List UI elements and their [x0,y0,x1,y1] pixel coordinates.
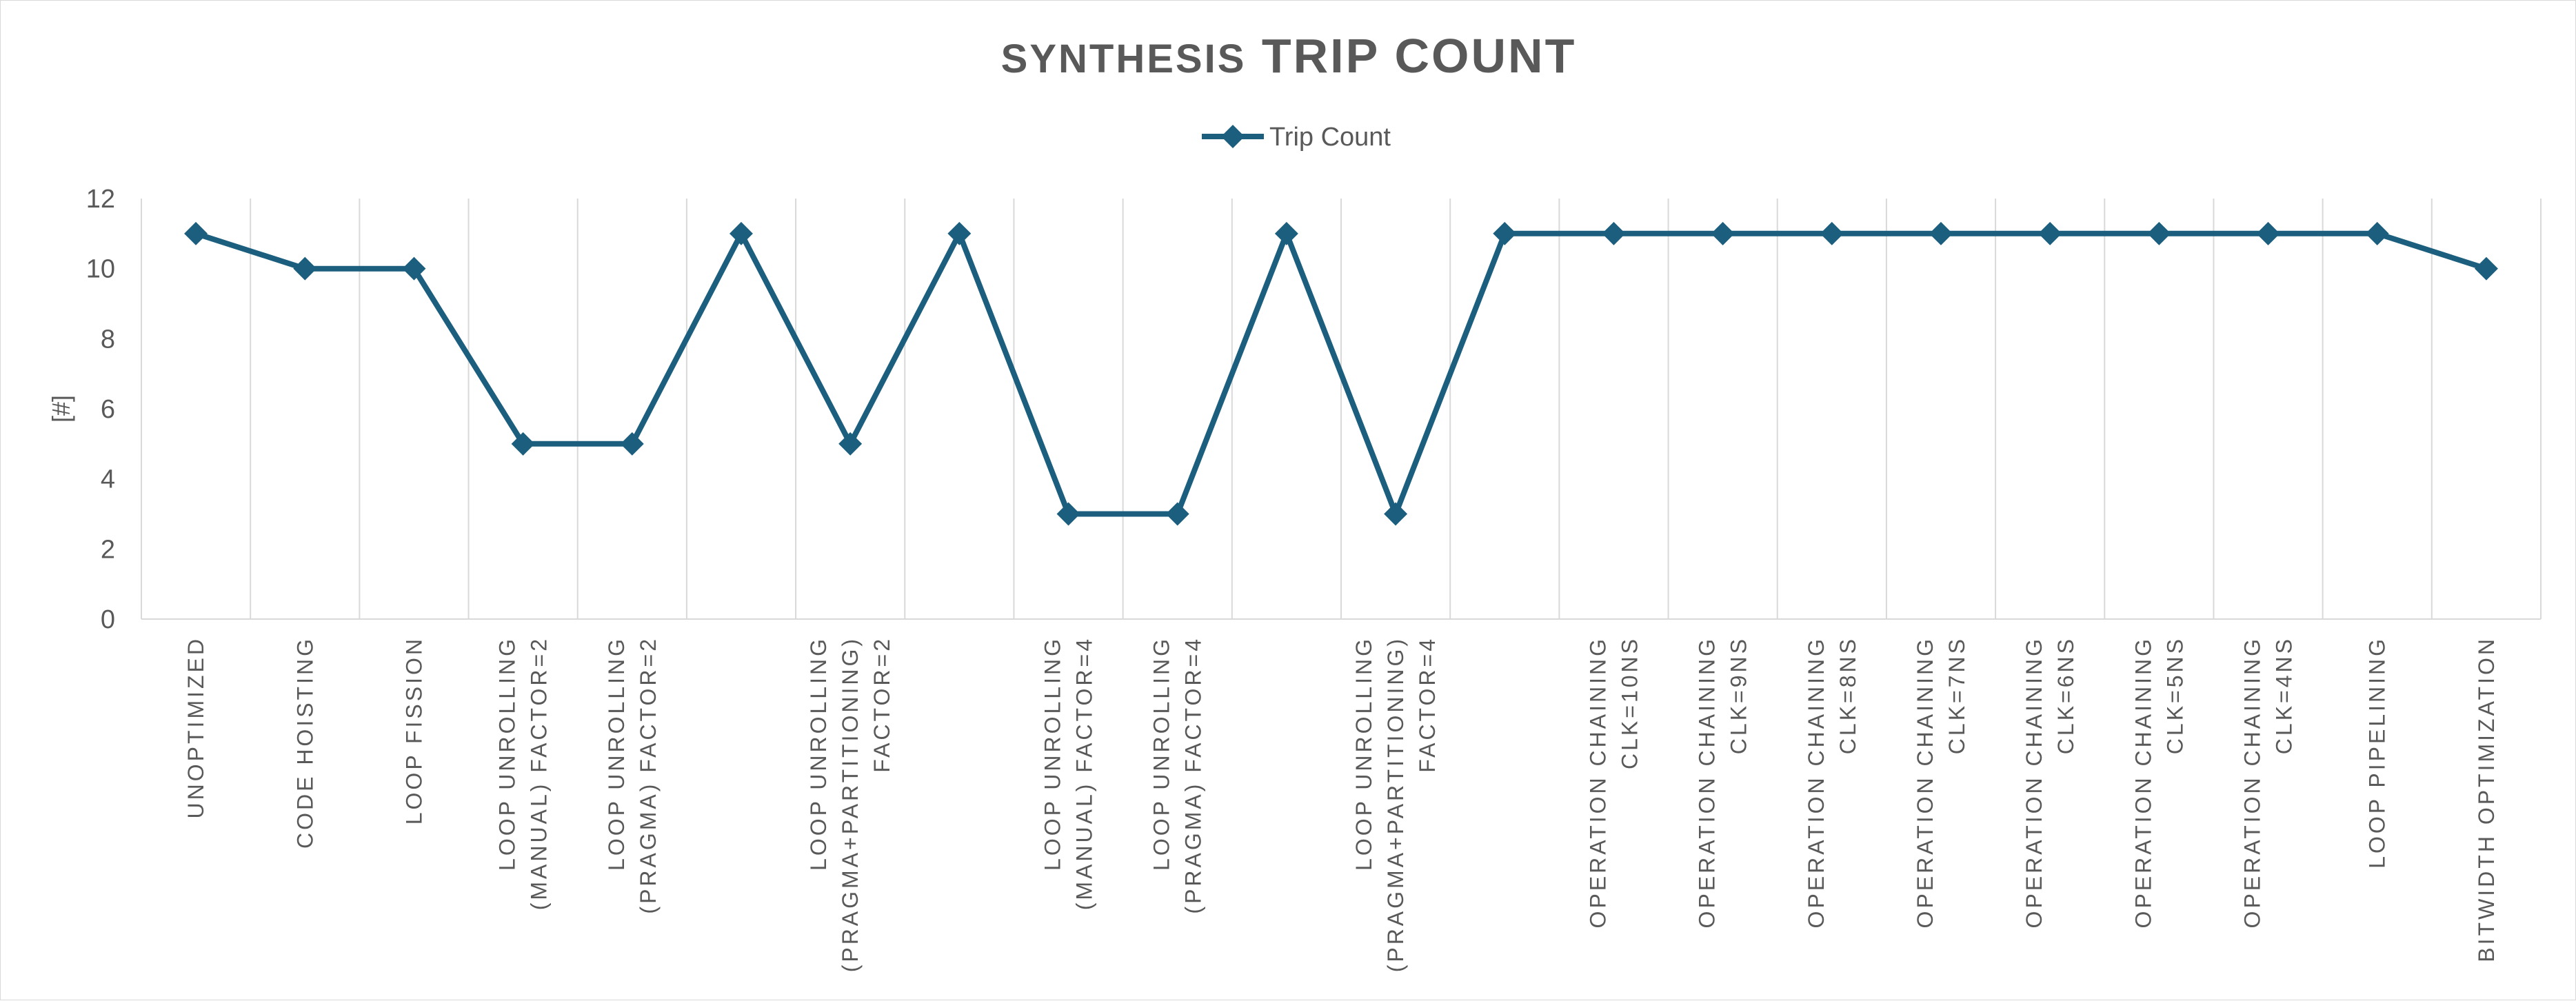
x-tick-label: CODE HOISTING [292,636,317,849]
x-tick-label-line: FACTOR=2 [869,636,894,773]
x-tick-label-line: LOOP UNROLLING [1149,636,1174,871]
x-tick-label-line: BITWIDTH OPTIMIZATION [2474,636,2499,962]
x-tick-label-line: LOOP FISSION [402,636,427,825]
data-point [1493,221,1517,245]
x-tick-label-line: OPERATION CHAINING [2240,636,2265,928]
data-point [184,221,208,245]
series-trip-count [184,221,2498,526]
data-point [1165,502,1189,526]
x-tick-label: OPERATION CHAINING CLK=5NS [2131,636,2187,928]
x-tick-label-line: (MANUAL) FACTOR=4 [1072,636,1097,910]
data-point [511,432,535,456]
x-tick-label-line: OPERATION CHAINING [1913,636,1938,928]
y-axis-ticks: 0 2 4 6 8 10 12 [86,185,115,634]
x-tick-label-line: (PRAGMA+PARTITIONING) [838,636,863,972]
data-point [1056,502,1080,526]
x-tick-label-line: CLK=8NS [1835,636,1860,754]
x-tick-label-line: CLK=9NS [1727,636,1751,754]
data-point [620,432,644,456]
x-tick-label-line: OPERATION CHAINING [2022,636,2046,928]
x-tick-label-line: CLK=10NS [1618,636,1642,769]
x-tick-label: OPERATION CHAINING CLK=10NS [1586,636,1642,928]
x-tick-label-line: (PRAGMA) FACTOR=2 [636,636,661,914]
data-point [1820,221,1844,245]
x-tick-label-line: LOOP UNROLLING [806,636,831,871]
x-tick-label: LOOP UNROLLING (PRAGMA+PARTITIONING) FACTO… [1351,636,1440,972]
x-tick-label-line: CODE HOISTING [292,636,317,849]
x-tick-label-line: OPERATION CHAINING [1695,636,1720,928]
x-tick-label: OPERATION CHAINING CLK=7NS [1913,636,1969,928]
x-tick-label: LOOP UNROLLING (PRAGMA) FACTOR=2 [604,636,661,914]
x-tick-label-line: OPERATION CHAINING [2131,636,2155,928]
chart-title-main: TRIP COUNT [1262,29,1577,83]
x-tick-label-line: FACTOR=4 [1415,636,1440,773]
x-tick-label: LOOP FISSION [402,636,427,825]
x-tick-label-line: OPERATION CHAINING [1586,636,1611,928]
legend-marker [1221,125,1245,148]
x-tick-label: OPERATION CHAINING CLK=9NS [1695,636,1751,928]
x-tick-label-line: CLK=6NS [2053,636,2078,754]
data-point [2038,221,2062,245]
data-point [1711,221,1735,245]
data-point [1384,502,1408,526]
data-point [402,256,426,281]
y-tick-label: 0 [101,605,115,634]
data-point [1274,221,1298,245]
chart-title: SYNTHESIS TRIP COUNT [1001,29,1577,83]
y-tick-label: 6 [101,395,115,424]
legend-label: Trip Count [1269,123,1391,152]
x-tick-label: LOOP PIPELINING [2365,636,2390,869]
data-point [1602,221,1626,245]
grid-lines [141,199,2542,620]
x-tick-label-line: OPERATION CHAINING [1804,636,1829,928]
legend: Trip Count [1202,123,1391,152]
x-tick-label: OPERATION CHAINING CLK=4NS [2240,636,2297,928]
data-point [293,256,317,281]
y-tick-label: 8 [101,325,115,354]
x-tick-label: LOOP UNROLLING (PRAGMA+PARTITIONING) FACTO… [806,636,894,972]
data-point [729,221,753,245]
data-point [2474,256,2498,281]
x-tick-label: LOOP UNROLLING (MANUAL) FACTOR=4 [1040,636,1097,910]
x-tick-label: OPERATION CHAINING CLK=8NS [1804,636,1860,928]
chart-title-prefix: SYNTHESIS [1001,37,1247,81]
data-point [838,432,863,456]
y-tick-label: 2 [101,535,115,564]
data-point [2365,221,2389,245]
y-axis-label: [#] [47,395,75,423]
x-tick-label-line: CLK=4NS [2272,636,2297,754]
x-tick-label-line: LOOP PIPELINING [2365,636,2390,869]
x-tick-label-line: (PRAGMA+PARTITIONING) [1383,636,1408,972]
y-tick-label: 10 [86,255,115,284]
x-tick-label-line: LOOP UNROLLING [1040,636,1065,871]
x-tick-label: LOOP UNROLLING (PRAGMA) FACTOR=4 [1149,636,1206,914]
data-point [1929,221,1953,245]
y-tick-label: 12 [86,185,115,214]
x-axis-ticks: UNOPTIMIZED CODE HOISTING LOOP FISSION LOOP… [183,636,2499,972]
y-tick-label: 4 [101,465,115,494]
x-tick-label-line: UNOPTIMIZED [183,636,208,818]
x-tick-label-line: LOOP UNROLLING [1351,636,1376,871]
x-tick-label-line: LOOP UNROLLING [495,636,520,871]
x-tick-label: LOOP UNROLLING (MANUAL) FACTOR=2 [495,636,552,910]
data-point [2256,221,2280,245]
x-tick-label: UNOPTIMIZED [183,636,208,818]
data-point [2147,221,2171,245]
x-tick-label-line: CLK=7NS [1944,636,1969,754]
data-point [947,221,972,245]
x-tick-label: OPERATION CHAINING CLK=6NS [2022,636,2078,928]
x-tick-label-line: (PRAGMA) FACTOR=4 [1181,636,1206,914]
x-tick-label-line: LOOP UNROLLING [604,636,629,871]
series-line [194,230,2488,517]
x-tick-label: BITWIDTH OPTIMIZATION [2474,636,2499,962]
x-tick-label-line: CLK=5NS [2162,636,2187,754]
x-tick-label-line: (MANUAL) FACTOR=2 [527,636,552,910]
